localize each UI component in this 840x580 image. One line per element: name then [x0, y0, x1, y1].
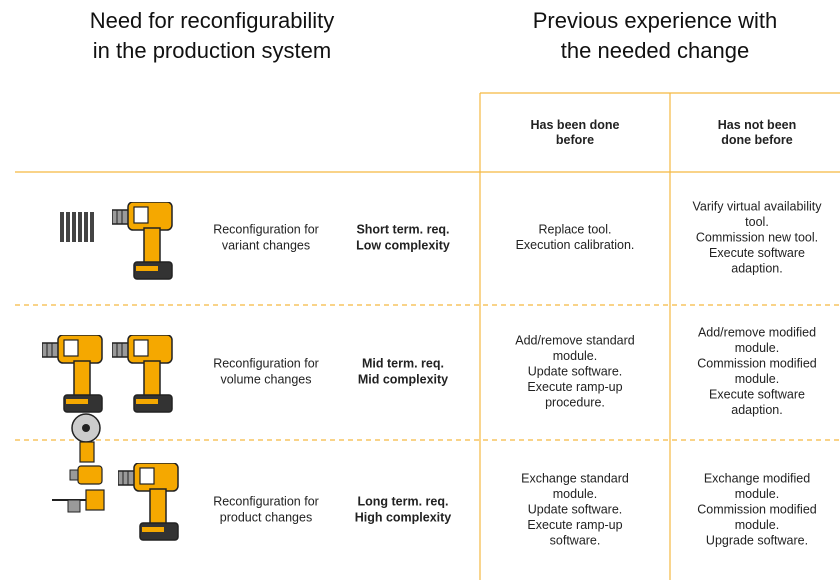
row-label: Reconfiguration for — [213, 356, 319, 370]
cell-text: Varify virtual availability — [693, 199, 823, 213]
cell-text: Commission modified — [697, 357, 817, 371]
column-header: done before — [721, 133, 793, 147]
cell-text: adaption. — [731, 403, 782, 417]
cell-text: module. — [735, 372, 779, 386]
cell-text: module. — [735, 487, 779, 501]
cell-text: Upgrade software. — [706, 533, 808, 547]
cell-text: Add/remove standard — [515, 333, 635, 347]
cell-text: tool. — [745, 215, 769, 229]
cell-text: module. — [735, 341, 779, 355]
cell-text: Update software. — [528, 364, 623, 378]
cell-text: adaption. — [731, 261, 782, 275]
cell-text: Commission new tool. — [696, 230, 818, 244]
row-requirement: Mid term. req. — [362, 356, 444, 370]
section-title: Need for reconfigurability — [90, 8, 335, 33]
cell-text: module. — [735, 518, 779, 532]
cell-text: Execute ramp-up — [527, 518, 622, 532]
column-header: Has not been — [718, 118, 797, 132]
row-label: variant changes — [222, 238, 310, 252]
cell-text: Replace tool. — [539, 223, 612, 237]
cell-text: module. — [553, 349, 597, 363]
cell-text: Execute software — [709, 388, 805, 402]
row-requirement: Low complexity — [356, 238, 450, 252]
icons — [42, 202, 179, 541]
row-label: product changes — [220, 510, 312, 524]
cell-text: Add/remove modified — [698, 326, 816, 340]
row-requirement: High complexity — [355, 510, 452, 524]
cell-text: Execution calibration. — [516, 238, 635, 252]
cell-text: Update software. — [528, 502, 623, 516]
section-title: in the production system — [93, 38, 331, 63]
column-header: Has been done — [531, 118, 620, 132]
cell-text: module. — [553, 487, 597, 501]
row-requirement: Short term. req. — [356, 222, 449, 236]
table-lines — [15, 92, 840, 580]
texts: Need for reconfigurability in the product… — [90, 8, 823, 547]
column-header: before — [556, 133, 594, 147]
cell-text: procedure. — [545, 395, 605, 409]
row-label: Reconfiguration for — [213, 494, 319, 508]
cell-text: Exchange standard — [521, 471, 629, 485]
row-label: Reconfiguration for — [213, 222, 319, 236]
section-title: Previous experience with — [533, 8, 778, 33]
cell-text: Commission modified — [697, 502, 817, 516]
cell-text: Execute ramp-up — [527, 380, 622, 394]
row-label: volume changes — [220, 372, 311, 386]
row-requirement: Long term. req. — [358, 494, 449, 508]
section-title: the needed change — [561, 38, 749, 63]
row-requirement: Mid complexity — [358, 372, 448, 386]
cell-text: Exchange modified — [704, 471, 810, 485]
cell-text: Execute software — [709, 246, 805, 260]
cell-text: software. — [550, 533, 601, 547]
